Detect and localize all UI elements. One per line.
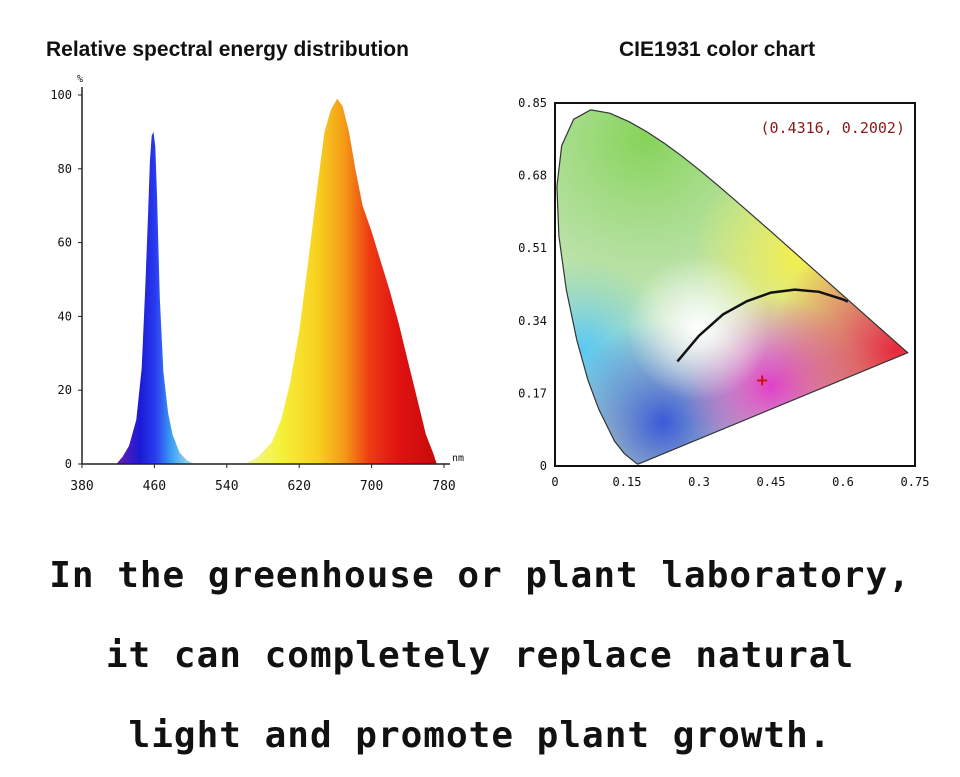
spectrum-y-tick-label: 0: [65, 457, 72, 471]
caption-line-2: it can completely replace natural: [105, 635, 855, 676]
spectrum-y-tick-label: 60: [58, 236, 72, 250]
spectrum-y-tick-label: 100: [50, 88, 72, 102]
spectrum-chart-panel: Relative spectral energy distribution: [30, 30, 470, 500]
spectrum-series-2: [244, 98, 437, 464]
spectrum-x-tick-label: 460: [143, 479, 166, 494]
cie-x-tick-label: 0.75: [901, 475, 930, 489]
spectrum-y-tick-label: 80: [58, 162, 72, 176]
spectrum-x-tick-label: 380: [70, 479, 93, 494]
cie-y-tick-label: 0.34: [518, 314, 547, 328]
cie-y-tick-label: 0.51: [518, 241, 547, 255]
cie-chart-title: CIE1931 color chart: [619, 38, 816, 61]
cie-color-gamut: [556, 109, 908, 465]
cie-x-tick-label: 0.3: [688, 475, 710, 489]
cie-point-label: (0.4316, 0.2002): [761, 119, 906, 137]
spectrum-x-tick-label: 700: [360, 479, 383, 494]
spectrum-x-axis-label: nm: [452, 453, 464, 464]
spectrum-y-tick-label: 40: [58, 309, 72, 323]
spectrum-chart: 380 460 540 620 700 780 0 20 40 60 80 100% nm: [50, 74, 464, 494]
spectrum-series-1: [116, 131, 196, 464]
cie-spectral-locus-outline: [556, 109, 909, 465]
cie-x-tick-label: 0.45: [757, 475, 786, 489]
spectrum-x-tick-label: 620: [287, 479, 310, 494]
spectrum-x-tick-label: 780: [432, 479, 455, 494]
cie-y-tick-label: 0.17: [518, 386, 547, 400]
cie-y-tick-label: 0.68: [518, 169, 547, 183]
caption-line-3: light and promote plant growth.: [128, 715, 832, 756]
cie-x-tick-label: 0.6: [832, 475, 854, 489]
cie-plot-frame: [554, 102, 916, 467]
cie-chart: (0.4316, 0.2002) 0 0.15 0.3 0.45 0.6 0.75 0 0.1…: [518, 96, 930, 489]
cie-point-marker: [757, 375, 768, 386]
cie-x-tick-label: 0.15: [613, 475, 642, 489]
spectrum-y-tick-label: 20: [58, 383, 72, 397]
caption-line-1: In the greenhouse or plant laboratory,: [49, 555, 911, 596]
spectrum-y-axis-label: %: [77, 74, 83, 85]
spectrum-x-tick-label: 540: [215, 479, 238, 494]
cie-chart-panel: CIE1931 color chart: [505, 30, 945, 500]
cie-y-tick-label: 0.85: [518, 96, 547, 110]
cie-x-tick-label: 0: [551, 475, 558, 489]
cie-y-tick-label: 0: [540, 459, 547, 473]
cie-planckian-locus: [676, 288, 849, 363]
spectrum-chart-title: Relative spectral energy distribution: [46, 38, 409, 61]
